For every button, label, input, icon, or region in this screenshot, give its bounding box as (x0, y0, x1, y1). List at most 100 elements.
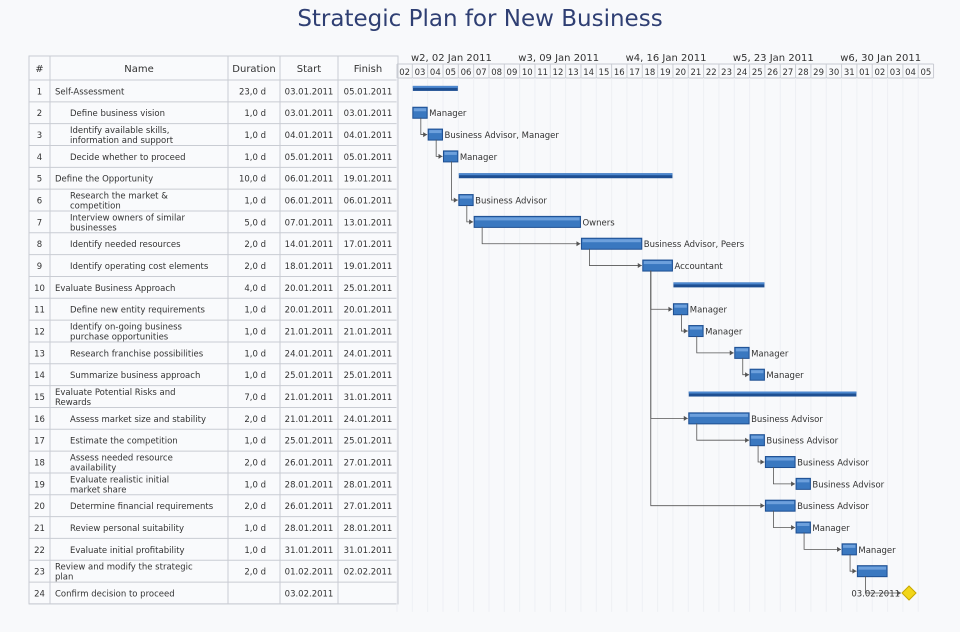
task-finish: 25.01.2011 (344, 371, 393, 381)
dependency-arrow (760, 459, 765, 465)
task-id: 7 (37, 218, 42, 228)
task-name: Research the market & competition (70, 192, 168, 212)
task-start: 20.01.2011 (285, 284, 334, 294)
dependency-arrow (637, 263, 642, 269)
dependency-line (451, 161, 458, 201)
task-bar (473, 215, 581, 228)
resource-label: Manager (751, 349, 789, 359)
task-duration: 2,0 d (244, 415, 266, 425)
summary-bar (412, 85, 458, 91)
task-bar-highlight (858, 566, 887, 570)
column-header: Start (297, 64, 322, 75)
task-duration: 1,0 d (244, 546, 266, 556)
task-bar (672, 303, 689, 316)
column-header: Name (124, 64, 154, 75)
dependency-line (466, 205, 474, 223)
task-start: 06.01.2011 (285, 197, 334, 207)
day-label: 24 (737, 68, 748, 78)
dependency-line (420, 117, 428, 135)
dependency-arrow (576, 241, 581, 247)
task-start: 28.01.2011 (285, 524, 334, 534)
task-bar-highlight (751, 370, 764, 374)
week-label: w6, 30 Jan 2011 (840, 53, 921, 64)
task-id: 14 (34, 371, 45, 381)
task-duration: 2,0 d (244, 459, 266, 469)
task-id: 11 (34, 306, 45, 316)
task-duration: 1,0 d (244, 371, 266, 381)
task-id: 9 (37, 262, 42, 272)
task-bar-highlight (643, 261, 672, 265)
task-finish: 13.01.2011 (344, 218, 393, 228)
task-id: 21 (34, 524, 45, 534)
task-duration: 10,0 d (239, 175, 266, 185)
resource-label: Owners (582, 218, 615, 228)
task-finish: 28.01.2011 (344, 524, 393, 534)
task-finish: 31.01.2011 (344, 546, 393, 556)
day-label: 21 (691, 68, 702, 78)
day-label: 28 (798, 68, 809, 78)
task-name: Define the Opportunity (55, 175, 153, 185)
task-name: Assess needed resource availability (70, 454, 173, 474)
day-label: 22 (706, 68, 717, 78)
dependency-line (696, 336, 734, 354)
task-start: 03.01.2011 (285, 87, 334, 97)
task-duration: 1,0 d (244, 109, 266, 119)
resource-label: Manager (705, 328, 743, 338)
resource-label: Business Advisor, Peers (644, 240, 745, 250)
task-id: 16 (34, 415, 45, 425)
task-start: 06.01.2011 (285, 175, 334, 185)
day-label: 02 (874, 68, 885, 78)
week-label: w5, 23 Jan 2011 (733, 53, 814, 64)
dependency-line (650, 270, 688, 419)
task-duration: 1,0 d (244, 328, 266, 338)
task-finish: 24.01.2011 (344, 349, 393, 359)
dependency-arrow (897, 590, 902, 596)
task-bar (749, 368, 765, 381)
resource-label: Manager (766, 371, 804, 381)
task-start: 26.01.2011 (285, 502, 334, 512)
resource-label: Manager (690, 306, 728, 316)
resource-label: Business Advisor (797, 502, 869, 512)
dependency-arrow (745, 372, 750, 378)
resource-label: Business Advisor (812, 480, 884, 490)
dependency-arrow (760, 503, 765, 509)
task-name: Evaluate realistic initial market share (70, 475, 169, 495)
day-label: 30 (828, 68, 839, 78)
task-bar (841, 543, 857, 556)
day-label: 23 (721, 68, 732, 78)
summary-bar-highlight (412, 85, 458, 88)
resource-label: Business Advisor (766, 437, 838, 447)
task-finish: 17.01.2011 (344, 240, 393, 250)
day-label: 03 (415, 68, 426, 78)
task-finish: 25.01.2011 (344, 437, 393, 447)
task-name: Identify needed resources (70, 240, 181, 250)
task-id: 20 (34, 502, 45, 512)
column-header: Finish (354, 64, 382, 75)
task-bar-highlight (766, 457, 795, 461)
task-finish: 05.01.2011 (344, 87, 393, 97)
task-bar (764, 456, 796, 469)
task-finish: 19.01.2011 (344, 262, 393, 272)
task-bar (764, 499, 796, 512)
day-label: 08 (491, 68, 502, 78)
task-finish: 27.01.2011 (344, 459, 393, 469)
task-finish: 05.01.2011 (344, 153, 393, 163)
resource-label: Manager (858, 546, 896, 556)
task-duration: 4,0 d (244, 284, 266, 294)
task-start: 07.01.2011 (285, 218, 334, 228)
task-finish: 20.01.2011 (344, 306, 393, 316)
task-finish: 03.01.2011 (344, 109, 393, 119)
task-finish: 19.01.2011 (344, 175, 393, 185)
task-id: 2 (37, 109, 42, 119)
task-bar-highlight (751, 435, 764, 439)
day-label: 16 (614, 68, 625, 78)
week-label: w2, 02 Jan 2011 (411, 53, 492, 64)
dependency-line (435, 139, 443, 157)
day-label: 05 (445, 68, 456, 78)
dependency-line (757, 445, 765, 463)
task-start: 01.02.2011 (285, 568, 334, 578)
task-bar-highlight (766, 501, 795, 505)
task-start: 18.01.2011 (285, 262, 334, 272)
task-bar (427, 128, 443, 141)
